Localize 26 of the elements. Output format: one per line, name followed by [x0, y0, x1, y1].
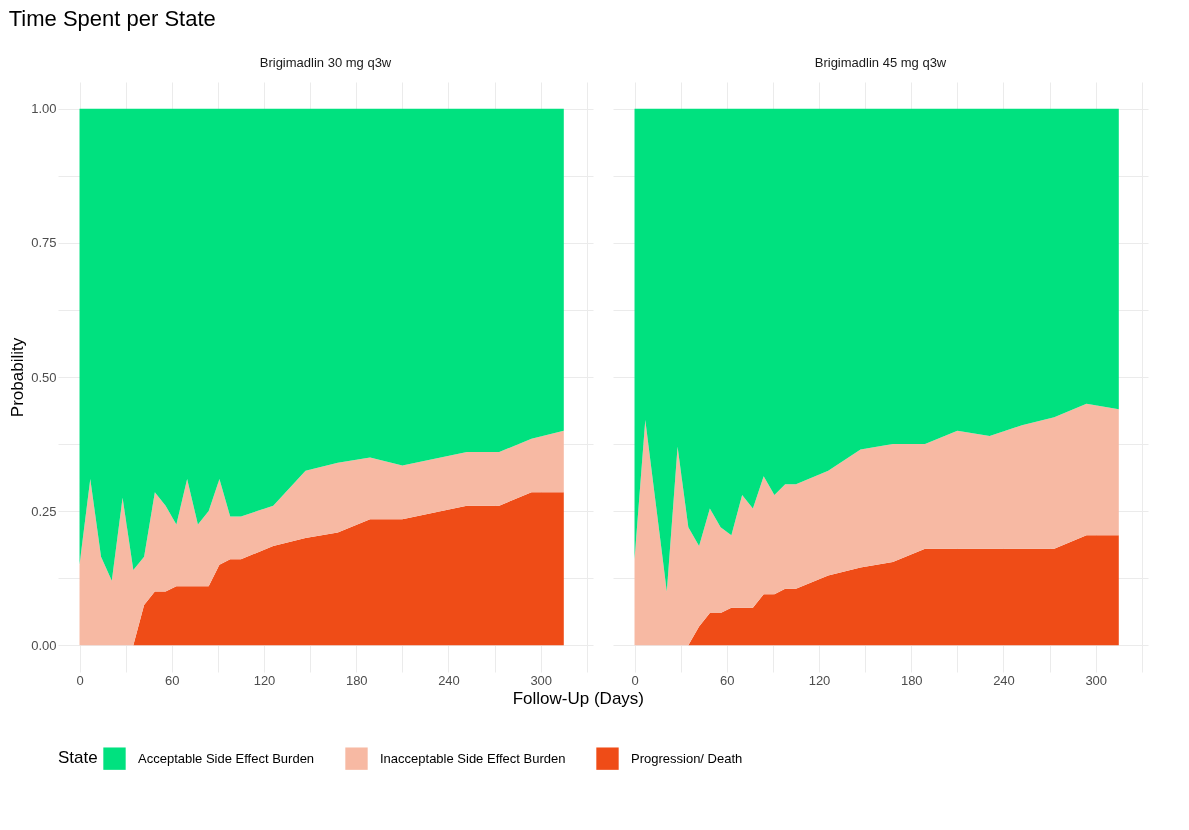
y-tick-label: 1.00: [31, 101, 57, 117]
text: 0.00: [31, 637, 57, 653]
y-tick-label: 0.75: [31, 235, 57, 251]
x-tick-label: 120: [808, 672, 831, 688]
x-tick-label: 240: [993, 672, 1015, 688]
x-axis-title: Follow-Up (Days): [512, 689, 644, 708]
chart-subtitle: Brigimadlin 45 mg q3w: [814, 55, 947, 70]
legend-label: Progression/ Death: [631, 750, 743, 766]
x-tick-label: 60: [720, 672, 735, 688]
legend-label: Inacceptable Side Effect Burden: [380, 750, 566, 766]
y-axis-title: Probability: [8, 337, 28, 418]
legend-label: Acceptable Side Effect Burden: [138, 750, 315, 766]
x-tick-label: 300: [1085, 672, 1108, 688]
x-tick-label: 0: [631, 672, 639, 688]
y-tick-label: 0.50: [31, 369, 57, 385]
y-tick-label: 0.25: [31, 503, 57, 519]
chart-title: Time Spent per State: [8, 6, 216, 31]
x-tick-label: 120: [253, 672, 276, 688]
x-tick-label: 60: [165, 672, 180, 688]
x-tick-label: 240: [438, 672, 460, 688]
x-tick-label: 180: [345, 672, 368, 688]
x-tick-label: 300: [530, 672, 553, 688]
x-tick-label: 180: [900, 672, 923, 688]
legend-title: State: [58, 748, 98, 767]
x-tick-label: 0: [76, 672, 84, 688]
chart-subtitle: Brigimadlin 30 mg q3w: [259, 55, 392, 70]
